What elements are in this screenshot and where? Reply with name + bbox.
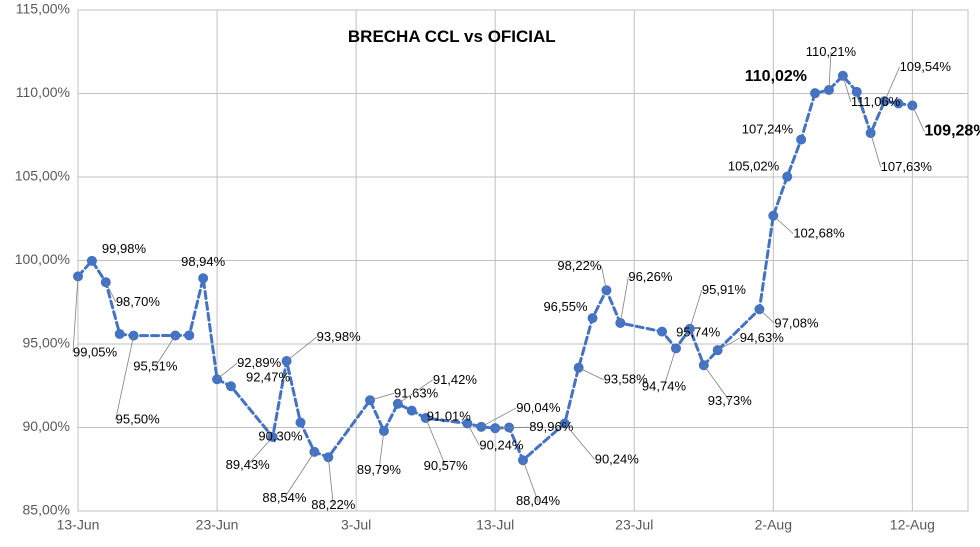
data-point-marker xyxy=(185,331,194,340)
y-axis-tick-label: 110,00% xyxy=(16,84,70,100)
data-point-label: 94,63% xyxy=(740,330,785,345)
data-point-marker xyxy=(115,329,124,338)
y-axis-tick-label: 95,00% xyxy=(23,335,70,351)
chart-title: BRECHA CCL vs OFICIAL xyxy=(348,27,556,46)
data-point-label: 89,79% xyxy=(357,462,402,477)
data-point-label: 96,55% xyxy=(543,299,588,314)
data-point-label: 98,70% xyxy=(116,294,161,309)
data-point-label: 110,02% xyxy=(745,68,807,85)
data-point-label: 90,04% xyxy=(516,400,561,415)
chart-container: 85,00% 90,00% 95,00% 100,00% 105,00% 110,00% 1… xyxy=(0,0,980,547)
data-point-label: 105,02% xyxy=(728,159,780,174)
data-point-label: 89,43% xyxy=(226,457,271,472)
x-axis-tick-label: 2-Aug xyxy=(755,516,792,532)
x-axis-tick-label: 13-Jun xyxy=(57,516,100,532)
data-point-label: 95,91% xyxy=(702,282,747,297)
y-axis-tick-label: 115,00% xyxy=(16,1,70,17)
data-point-label: 88,54% xyxy=(262,490,307,505)
data-point-label: 95,50% xyxy=(116,412,161,427)
data-point-label: 93,98% xyxy=(317,329,362,344)
data-point-label: 107,24% xyxy=(742,122,794,137)
data-point-label: 91,42% xyxy=(433,372,478,387)
data-point-marker xyxy=(226,382,235,391)
data-point-label: 91,63% xyxy=(394,385,439,400)
data-point-marker xyxy=(588,314,597,323)
x-axis-tick-label: 3-Jul xyxy=(341,516,371,532)
y-axis-tick-label: 100,00% xyxy=(15,251,70,267)
data-point-label: 90,30% xyxy=(258,428,303,443)
data-point-label: 88,04% xyxy=(516,493,561,508)
y-axis-tick-label: 105,00% xyxy=(15,168,70,184)
data-point-label: 91,01% xyxy=(427,409,472,424)
data-point-label: 97,08% xyxy=(774,315,819,330)
data-point-label: 95,51% xyxy=(133,358,178,373)
data-point-marker xyxy=(811,89,820,98)
data-point-label: 96,26% xyxy=(628,269,673,284)
data-point-label: 90,57% xyxy=(424,458,469,473)
data-point-label: 99,05% xyxy=(73,344,118,359)
data-point-marker xyxy=(658,327,667,336)
data-point-marker xyxy=(87,256,96,265)
data-point-label: 88,22% xyxy=(311,497,356,512)
data-point-label: 109,28% xyxy=(924,123,980,140)
data-point-label: 93,73% xyxy=(708,393,753,408)
data-point-label: 102,68% xyxy=(793,226,845,241)
x-axis-tick-label: 23-Jun xyxy=(196,516,239,532)
leader-line xyxy=(73,276,78,352)
data-point-marker xyxy=(783,172,792,181)
data-point-label: 98,94% xyxy=(181,254,226,269)
data-point-label: 98,22% xyxy=(557,258,602,273)
data-point-label: 90,24% xyxy=(595,451,640,466)
x-axis-tick-label: 12-Aug xyxy=(890,516,935,532)
data-point-label: 99,98% xyxy=(102,241,147,256)
x-axis-tick-label: 23-Jul xyxy=(615,516,653,532)
data-point-label: 95,74% xyxy=(676,325,721,340)
data-point-marker xyxy=(296,418,305,427)
data-point-marker xyxy=(797,135,806,144)
x-axis-tick-label: 13-Jul xyxy=(476,516,514,532)
data-point-label: 92,89% xyxy=(237,355,282,370)
y-axis-tick-label: 85,00% xyxy=(23,502,70,518)
data-point-marker xyxy=(407,406,416,415)
data-point-label: 107,63% xyxy=(881,159,933,174)
y-axis-tick-label: 90,00% xyxy=(23,418,70,434)
data-point-label: 90,24% xyxy=(479,437,524,452)
data-point-label: 111,06% xyxy=(851,94,901,109)
data-point-label: 109,54% xyxy=(900,59,952,74)
line-chart: 85,00% 90,00% 95,00% 100,00% 105,00% 110,00% 1… xyxy=(0,0,980,547)
data-point-label: 94,74% xyxy=(642,378,687,393)
data-point-label: 92,47% xyxy=(246,369,291,384)
data-point-label: 110,21% xyxy=(806,44,857,59)
data-point-marker xyxy=(199,274,208,283)
